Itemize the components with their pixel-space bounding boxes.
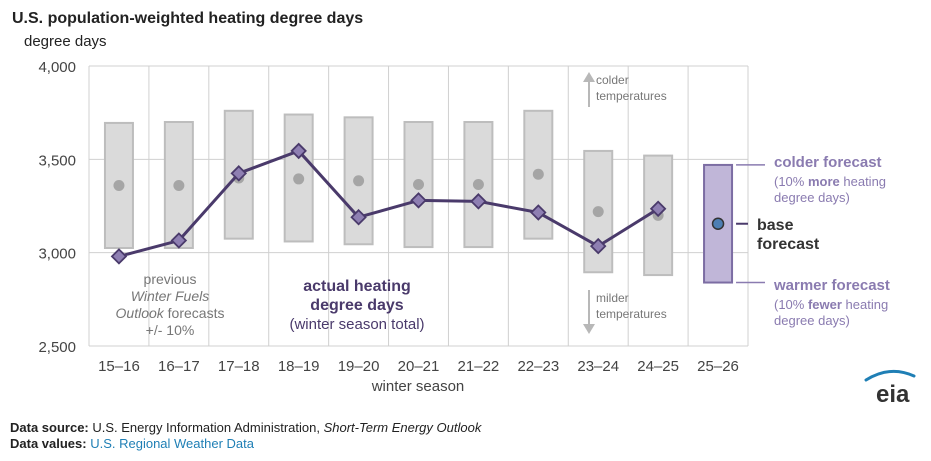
warmer-forecast-title: warmer forecast [773,277,890,294]
milder-temperatures-label: milder temperatures [596,291,667,321]
data-values-link[interactable]: U.S. Regional Weather Data [86,436,254,451]
actual-marker [470,193,487,210]
x-tick-label: 20–21 [398,358,440,375]
range-mid-dot [472,179,484,191]
eia-logo-arc [864,369,916,382]
actual-marker [410,192,427,209]
y-tick-label: 3,500 [38,152,76,169]
forecast-2025-26 [703,163,734,284]
actual-marker [530,204,547,221]
range-mid-dot [173,179,185,191]
range-mid-dot [293,173,305,185]
y-tick-label: 2,500 [38,339,76,356]
data-source-text: U.S. Energy Information Administration, [88,420,324,435]
previous-forecast-ranges [103,109,674,277]
y-tick-label: 3,000 [38,246,76,263]
range-mid-dot [353,175,365,187]
data-values-line: Data values: U.S. Regional Weather Data [10,436,254,451]
x-tick-label: 19–20 [338,358,380,375]
milder-arrow-head [583,324,595,334]
colder-forecast-title: colder forecast [774,154,882,171]
actual-marker [649,200,667,218]
eia-logo: eia [864,369,916,408]
x-tick-label: 22–23 [517,358,559,375]
colder-arrow-head [583,72,595,82]
data-source-label: Data source: [10,420,89,435]
x-tick-label: 17–18 [218,358,260,375]
base-forecast-label: base forecast [757,217,820,253]
x-tick-label: 18–19 [278,358,320,375]
y-axis-label: degree days [24,33,107,50]
colder-forecast-note: (10% more heating degree days) [774,174,886,205]
actual-marker [290,142,307,160]
actual-marker [350,208,367,226]
previous-forecasts-label: previous Winter Fuels Outlook forecasts +/-… [116,271,225,338]
actual-line [118,149,659,258]
colder-temperatures-label: colder temperatures [596,73,667,103]
actual-marker [110,248,128,265]
forecast-range-box [703,163,734,284]
actual-hdd-series [110,142,667,265]
actual-hdd-label: actual heating degree days (winter season … [289,278,424,333]
x-tick-label: 25–26 [697,358,739,375]
x-tick-label: 15–16 [98,358,140,375]
annotations: previous Winter Fuels Outlook forecasts +/-… [116,72,890,338]
data-source-line: Data source: U.S. Energy Information Adm… [10,420,481,435]
range-mid-dot [532,168,544,180]
x-tick-label: 24–25 [637,358,679,375]
eia-logo-text: eia [876,381,910,408]
x-axis-label: winter season [371,378,465,395]
actual-marker [230,165,248,182]
range-mid-dot [592,206,604,218]
data-values-label: Data values: [10,436,87,451]
y-tick-label: 4,000 [38,59,76,76]
x-tick-label: 21–22 [458,358,500,375]
chart-title: U.S. population-weighted heating degree … [12,10,363,27]
range-mid-dot [413,179,424,191]
data-source-publication: Short-Term Energy Outlook [323,420,482,435]
x-tick-label: 16–17 [158,358,200,375]
warmer-forecast-note: (10% fewer heating degree days) [774,297,888,328]
y-axis-ticks: 2,500 3,000 3,500 4,000 [38,59,76,356]
actual-marker [170,232,188,249]
base-forecast-dot [711,217,725,230]
x-axis-ticks: 15–16 16–17 17–18 18–19 19–20 20–21 21–22 22–23… [98,358,739,375]
grid [88,65,749,347]
x-tick-label: 23–24 [577,358,619,375]
actual-marker [589,237,607,255]
range-mid-dot [113,179,125,191]
